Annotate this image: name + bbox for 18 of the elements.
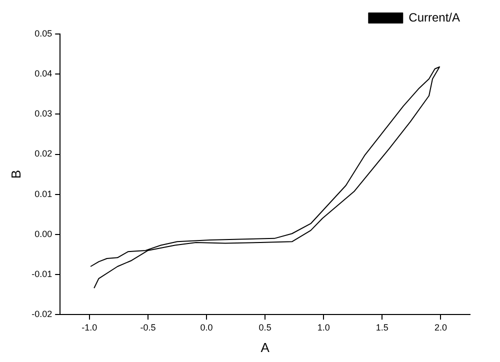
legend-label: Current/A (408, 10, 460, 24)
y-tick-label: -0.01 (32, 269, 52, 279)
y-tick-label: 0.00 (34, 228, 52, 239)
x-tick-label: -1.0 (82, 322, 98, 332)
y-tick-label: 0.03 (34, 108, 52, 119)
x-tick-label: 0.0 (200, 322, 213, 332)
y-tick-label: 0.01 (34, 188, 52, 199)
y-tick-label: 0.02 (34, 148, 52, 159)
x-tick-label: 1.0 (317, 322, 330, 332)
y-tick-label: 0.04 (34, 68, 52, 79)
x-tick-label: 1.5 (376, 322, 388, 332)
x-tick-label: 2.0 (434, 322, 447, 332)
y-tick-label: 0.05 (34, 28, 52, 38)
x-tick-label: -0.5 (140, 322, 156, 332)
y-axis-title: B (8, 170, 24, 179)
x-axis-title: A (260, 340, 270, 355)
y-tick-label: -0.02 (32, 309, 52, 320)
x-tick-label: 0.5 (258, 322, 272, 332)
